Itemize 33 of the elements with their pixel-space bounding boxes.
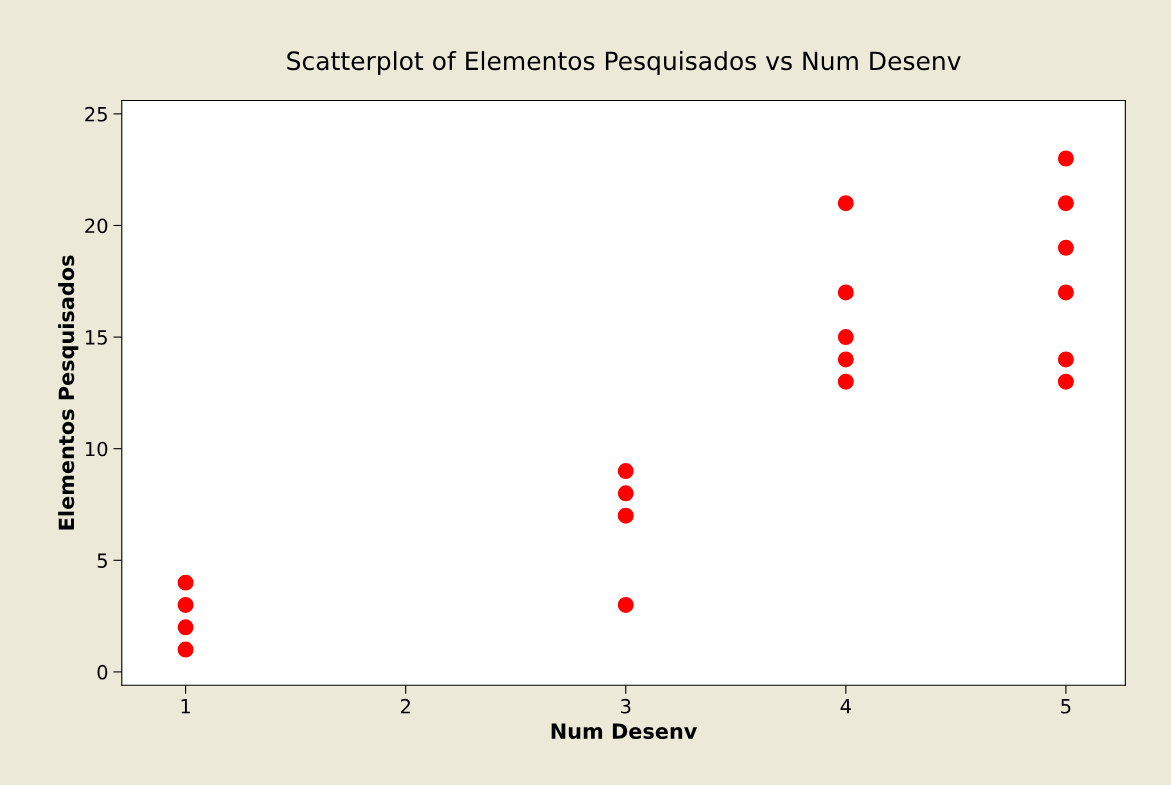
point bbox=[1057, 284, 1074, 301]
y-tick-label: 5 bbox=[97, 553, 107, 568]
y-tick-label: 20 bbox=[85, 218, 108, 234]
point bbox=[617, 485, 634, 502]
point bbox=[1057, 195, 1074, 212]
point bbox=[837, 195, 854, 212]
point bbox=[177, 641, 194, 658]
y-tick-label: 10 bbox=[85, 441, 108, 457]
x-tick-label: 1 bbox=[181, 699, 190, 714]
y-axis-title: Elementos Pesquisados bbox=[58, 255, 79, 530]
chart-title: Scatterplot of Elementos Pesquisados vs Num Desenv bbox=[287, 50, 961, 76]
y-tick-label: 25 bbox=[85, 106, 107, 122]
point bbox=[1057, 373, 1074, 390]
x-tick-label: 4 bbox=[840, 699, 851, 714]
y-tick-label: 15 bbox=[85, 330, 107, 345]
x-tick-label: 3 bbox=[621, 698, 631, 714]
point bbox=[837, 284, 854, 301]
y-tick-label: 0 bbox=[97, 664, 108, 680]
point bbox=[1057, 239, 1074, 256]
point bbox=[837, 351, 854, 368]
point bbox=[617, 463, 634, 479]
point bbox=[617, 507, 634, 524]
point bbox=[1057, 150, 1074, 167]
point bbox=[837, 329, 854, 346]
x-tick-label: 5 bbox=[1061, 699, 1071, 714]
point bbox=[177, 596, 194, 613]
x-axis-title: Num Desenv bbox=[551, 723, 698, 739]
point bbox=[1057, 351, 1074, 368]
point bbox=[837, 373, 854, 390]
point bbox=[177, 619, 194, 636]
x-tick-label: 2 bbox=[400, 698, 410, 714]
point bbox=[617, 596, 634, 613]
point bbox=[177, 574, 194, 591]
